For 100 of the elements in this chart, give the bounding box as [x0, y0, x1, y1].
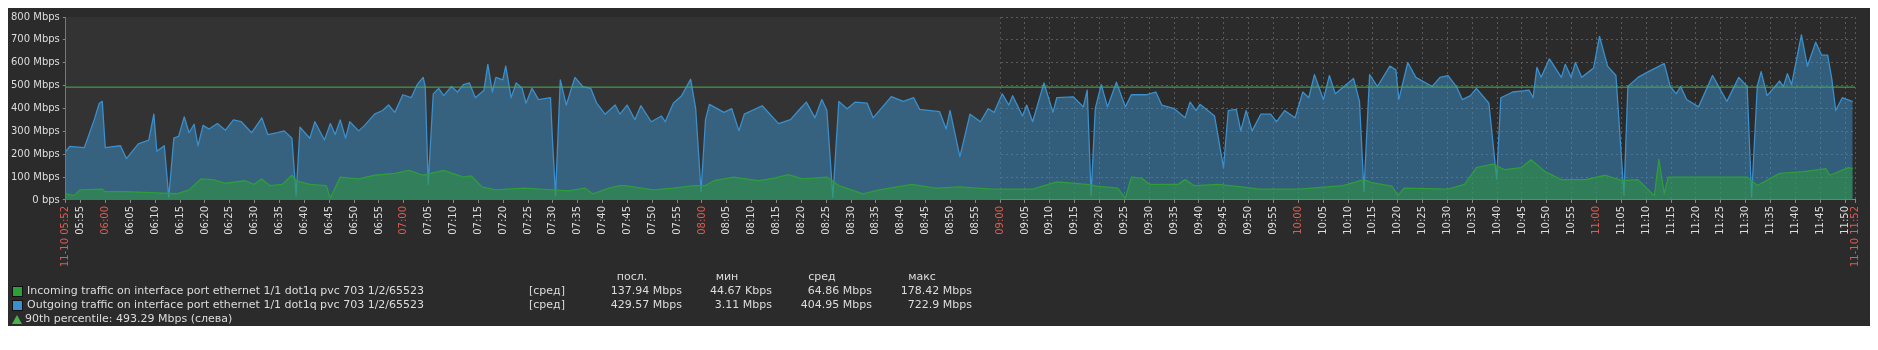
- x-tick-label: 08:10: [745, 205, 757, 235]
- text: 429.57 Mbps: [609, 298, 682, 312]
- x-tick-label: 10:10: [1341, 205, 1353, 235]
- x-tick-label: 06:15: [173, 205, 185, 235]
- x-tick-label: 09:30: [1142, 205, 1154, 235]
- x-tick-label: 06:40: [297, 205, 309, 235]
- legend-label: Incoming traffic on interface port ethernet 1/1 dot1q pvc 703 1/2/65523: [26, 284, 426, 298]
- text: макс: [907, 270, 937, 284]
- legend-label: 90th percentile: 493.29 Mbps (слева): [24, 312, 234, 326]
- y-tick-label: 400 Mbps: [10, 102, 60, 114]
- text: 64.86 Mbps: [806, 284, 872, 298]
- x-tick-label: 11:25: [1714, 205, 1726, 235]
- x-tick-label: 09:40: [1192, 205, 1204, 235]
- x-tick-label: 06:55: [372, 205, 384, 235]
- x-tick-label: 09:50: [1242, 205, 1254, 235]
- text: 137.94 Mbps: [609, 284, 682, 298]
- x-tick-label: 06:45: [322, 205, 334, 235]
- x-tick-label: 06:05: [123, 205, 135, 235]
- x-tick-label: 11-10 11:52: [1848, 205, 1860, 268]
- x-tick-label: 09:15: [1068, 205, 1080, 235]
- x-tick-label: 08:35: [869, 205, 881, 235]
- x-tick-label: 06:20: [198, 205, 210, 235]
- x-tick-label: 10:55: [1565, 205, 1577, 235]
- y-tick-label: 800 Mbps: [10, 10, 60, 22]
- y-tick-label: 100 Mbps: [10, 170, 60, 182]
- text: мин: [714, 270, 740, 284]
- x-tick-label: 06:30: [248, 205, 260, 235]
- x-tick-label: 07:45: [620, 205, 632, 235]
- x-tick-label: 09:25: [1118, 205, 1129, 235]
- x-tick-label: 08:15: [770, 205, 782, 235]
- legend-label: Outgoing traffic on interface port ethernet 1/1 dot1q pvc 703 1/2/65523: [26, 298, 426, 312]
- x-tick-label: 08:40: [894, 205, 906, 235]
- x-tick-label: 06:10: [148, 205, 160, 235]
- x-tick-label: 06:00: [99, 205, 111, 235]
- x-tick-label: 08:20: [794, 205, 806, 235]
- text: [сред]: [528, 298, 566, 312]
- x-tick-label: 08:25: [819, 205, 831, 235]
- text: 178.42 Mbps: [899, 284, 972, 298]
- x-tick-label: 09:55: [1267, 205, 1279, 235]
- x-tick-label: 11:20: [1689, 205, 1701, 235]
- y-tick-label: 300 Mbps: [10, 124, 60, 136]
- text: 404.95 Mbps: [799, 298, 872, 312]
- x-tick-label: 11:30: [1739, 205, 1751, 235]
- x-tick-label: 09:45: [1217, 205, 1229, 235]
- x-tick-label: 09:35: [1167, 205, 1179, 235]
- x-tick-label: 11:00: [1590, 205, 1602, 235]
- x-tick-label: 07:15: [471, 205, 483, 235]
- x-tick-label: 11-10 05:52: [59, 205, 71, 268]
- x-tick-label: 10:30: [1441, 205, 1453, 235]
- x-tick-label: 05:55: [74, 205, 86, 235]
- x-tick-label: 11:45: [1813, 205, 1825, 235]
- x-tick-label: 07:20: [496, 205, 508, 235]
- text: 722.9 Mbps: [906, 298, 972, 312]
- x-tick-label: 08:50: [944, 205, 956, 235]
- x-tick-label: 09:05: [1018, 205, 1030, 235]
- x-tick-label: 08:05: [720, 205, 732, 235]
- x-tick-label: 11:15: [1664, 205, 1676, 235]
- x-tick-label: 10:25: [1416, 205, 1428, 235]
- y-tick-label: 500 Mbps: [10, 79, 60, 91]
- x-tick-label: 10:35: [1465, 205, 1477, 235]
- x-tick-label: 11:35: [1764, 205, 1776, 235]
- x-tick-label: 10:15: [1366, 205, 1378, 235]
- x-tick-label: 10:05: [1316, 205, 1328, 235]
- x-tick-label: 08:45: [919, 205, 931, 235]
- x-tick-label: 09:20: [1093, 205, 1105, 235]
- x-tick-label: 07:25: [521, 205, 533, 235]
- text: 44.67 Kbps: [709, 284, 772, 298]
- x-tick-label: 11:40: [1788, 205, 1800, 235]
- x-tick-label: 06:25: [223, 205, 235, 235]
- x-tick-label: 07:50: [645, 205, 657, 235]
- x-tick-label: 10:40: [1490, 205, 1502, 235]
- x-tick-label: 07:35: [571, 205, 583, 235]
- x-tick-label: 06:50: [347, 205, 359, 235]
- x-tick-label: 08:00: [695, 205, 707, 235]
- x-tick-label: 10:50: [1540, 205, 1552, 235]
- x-tick-label: 07:40: [596, 205, 608, 235]
- x-tick-label: 09:00: [993, 205, 1005, 235]
- text: посл.: [615, 270, 649, 284]
- x-tick-label: 10:45: [1515, 205, 1527, 235]
- x-tick-label: 07:10: [447, 205, 459, 235]
- x-tick-label: 08:55: [968, 205, 980, 235]
- x-tick-label: 11:05: [1614, 205, 1626, 235]
- x-tick-label: 07:00: [397, 205, 409, 235]
- x-tick-label: 07:05: [422, 205, 434, 235]
- x-tick-label: 10:00: [1291, 205, 1303, 235]
- x-tick-label: 09:10: [1043, 205, 1055, 235]
- x-tick-label: 07:30: [546, 205, 558, 235]
- x-tick-label: 07:55: [670, 205, 682, 235]
- text: 3.11 Mbps: [713, 298, 772, 312]
- text: сред: [807, 270, 837, 284]
- text: [сред]: [528, 284, 566, 298]
- y-tick-label: 200 Mbps: [10, 147, 60, 159]
- x-tick-label: 11:10: [1639, 205, 1651, 235]
- y-tick-label: 700 Mbps: [10, 33, 60, 45]
- y-tick-label: 0 bps: [32, 193, 60, 205]
- x-tick-label: 11:50: [1838, 205, 1850, 235]
- x-tick-label: 10:20: [1391, 205, 1403, 235]
- y-tick-label: 600 Mbps: [10, 56, 60, 68]
- x-tick-label: 08:30: [844, 205, 856, 235]
- x-tick-label: 06:35: [273, 205, 285, 235]
